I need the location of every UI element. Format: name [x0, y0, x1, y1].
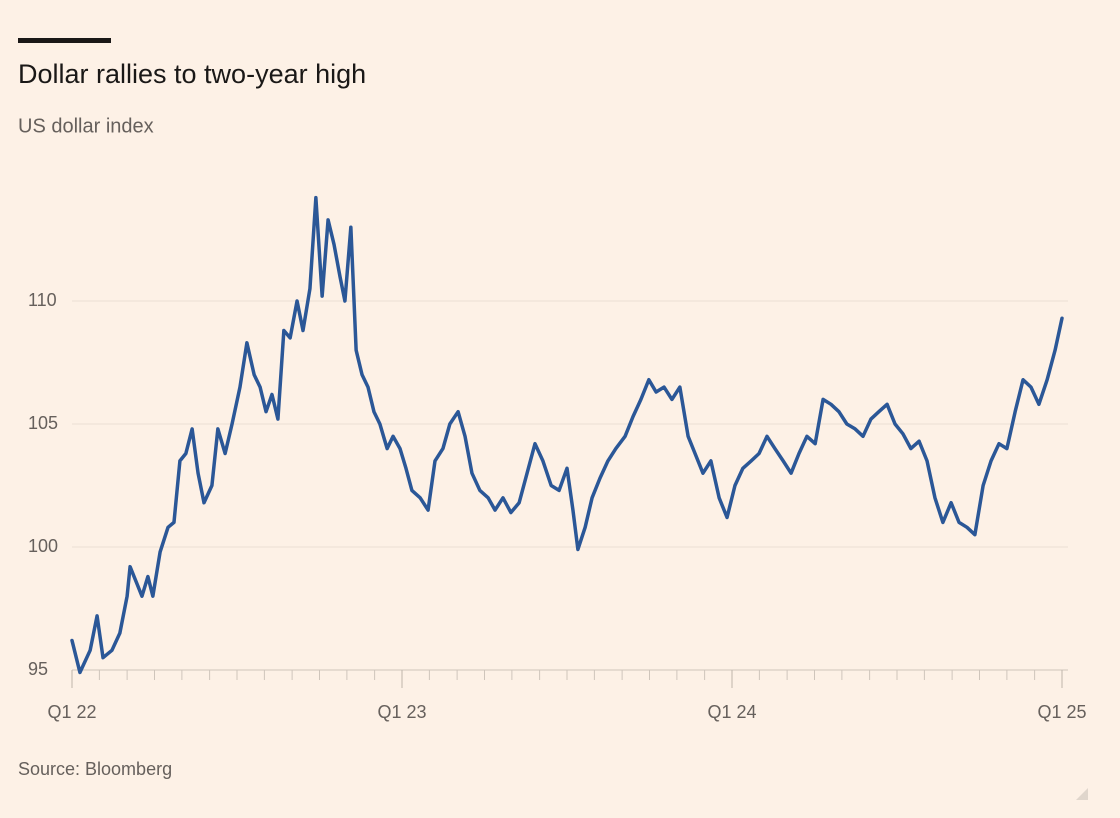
y-tick-label: 110	[28, 290, 57, 310]
line-series	[70, 195, 1064, 675]
y-tick-label: 105	[28, 413, 58, 433]
resize-handle	[1076, 788, 1088, 800]
x-tick-label: Q1 25	[1037, 702, 1086, 722]
x-tick-label: Q1 24	[707, 702, 756, 722]
y-tick-label: 95	[28, 659, 48, 679]
chart-title: Dollar rallies to two-year high	[18, 59, 366, 89]
title-bar	[18, 38, 111, 43]
source: Source: Bloomberg	[18, 759, 172, 779]
x-tick-label: Q1 23	[377, 702, 426, 722]
x-tick-label: Q1 22	[47, 702, 96, 722]
chart-subtitle: US dollar index	[18, 115, 154, 137]
y-tick-label: 100	[28, 536, 58, 556]
